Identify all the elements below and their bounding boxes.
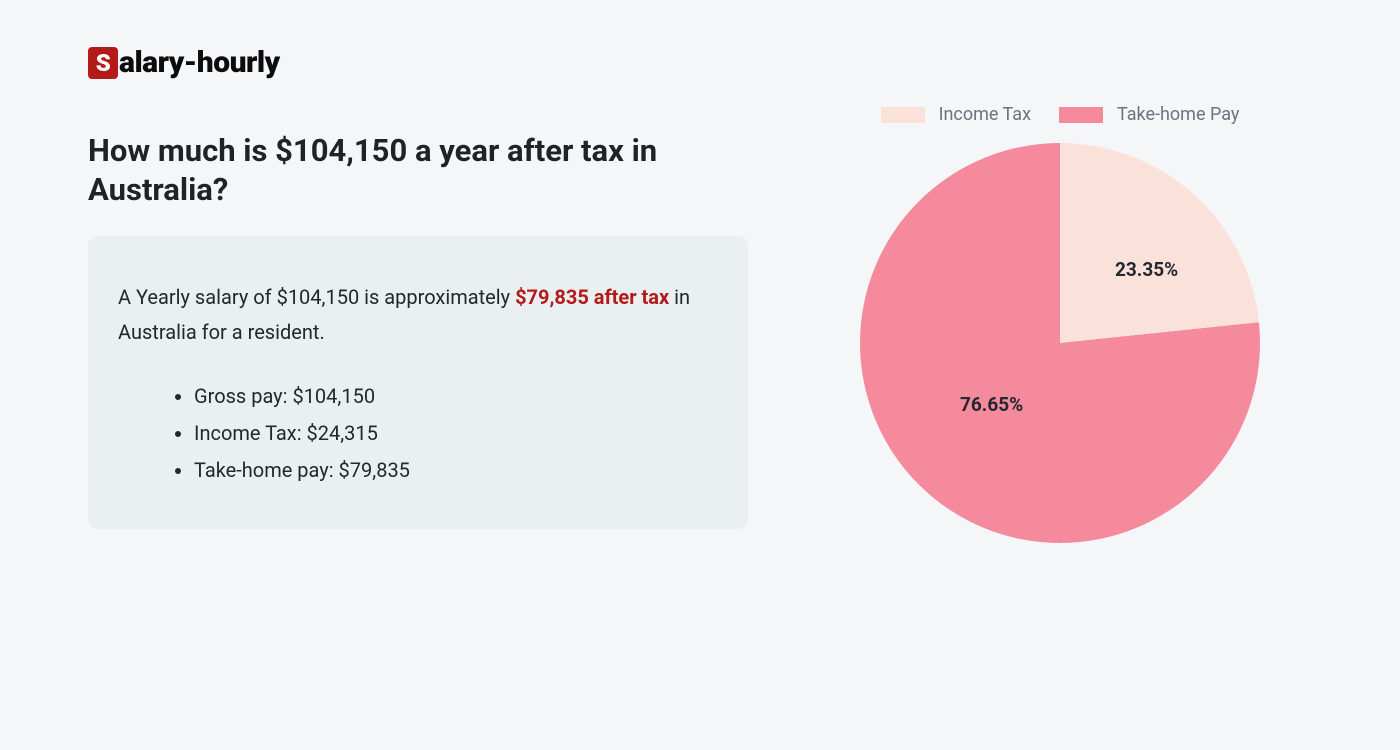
summary-sentence: A Yearly salary of $104,150 is approxima…	[118, 280, 704, 350]
legend-swatch	[1059, 107, 1103, 123]
summary-highlight: $79,835 after tax	[515, 285, 669, 309]
legend-swatch	[881, 107, 925, 123]
site-logo: Salary-hourly	[88, 45, 280, 80]
pie-chart: Income Tax Take-home Pay 23.35% 76.65%	[820, 104, 1300, 543]
pie-slice-label: 76.65%	[960, 393, 1023, 416]
pie-wrap: 23.35% 76.65%	[860, 143, 1260, 543]
page-title: How much is $104,150 a year after tax in…	[88, 132, 728, 210]
chart-legend: Income Tax Take-home Pay	[820, 104, 1300, 125]
summary-prefix: A Yearly salary of $104,150 is approxima…	[118, 285, 515, 309]
logo-text: alary-hourly	[119, 45, 280, 80]
list-item: Gross pay: $104,150	[194, 378, 704, 415]
pie-slice-label: 23.35%	[1115, 258, 1178, 281]
list-item: Take-home pay: $79,835	[194, 452, 704, 489]
list-item: Income Tax: $24,315	[194, 415, 704, 452]
legend-item: Take-home Pay	[1059, 104, 1239, 125]
summary-box: A Yearly salary of $104,150 is approxima…	[88, 236, 748, 529]
summary-list: Gross pay: $104,150 Income Tax: $24,315 …	[118, 378, 704, 489]
logo-badge: S	[88, 47, 118, 79]
legend-item: Income Tax	[881, 104, 1031, 125]
pie-circle	[860, 143, 1260, 543]
legend-label: Take-home Pay	[1117, 104, 1239, 125]
legend-label: Income Tax	[939, 104, 1031, 125]
